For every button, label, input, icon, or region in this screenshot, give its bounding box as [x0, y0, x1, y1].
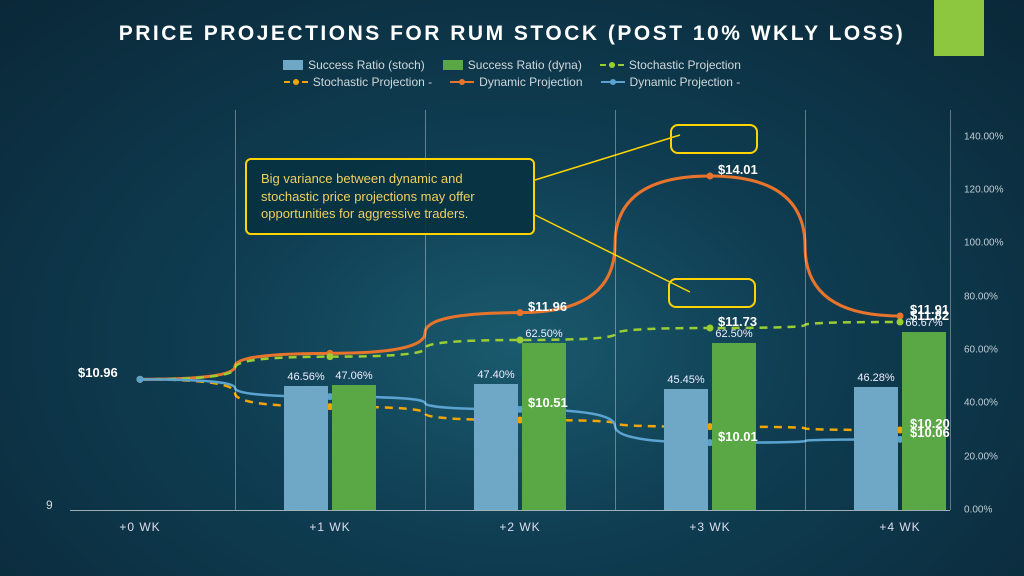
line-dynamic-projection-minus-marker: [137, 376, 144, 383]
highlight-box: [670, 124, 758, 154]
x-axis-label: +0 WK: [119, 520, 160, 534]
legend-line: [284, 81, 308, 83]
y-axis-right-labels: 0.00%20.00%40.00%60.00%80.00%100.00%120.…: [960, 110, 1020, 510]
legend-line: [601, 81, 625, 83]
legend-label: Stochastic Projection: [629, 58, 741, 72]
price-label: $10.96: [78, 365, 118, 380]
y-axis-right-label: 0.00%: [964, 505, 992, 516]
bar-label: 47.06%: [324, 370, 384, 382]
highlight-box: [668, 278, 756, 308]
bar-label: 45.45%: [656, 374, 716, 386]
price-label: $10.06: [910, 425, 950, 440]
legend-item: Dynamic Projection: [450, 75, 582, 89]
plot: 46.56%47.06%47.40%62.50%45.45%62.50%46.2…: [70, 110, 950, 510]
bar-label: 62.50%: [704, 328, 764, 340]
y-axis-right-label: 40.00%: [964, 398, 998, 409]
legend-item: Stochastic Projection: [600, 58, 741, 72]
bar-stoch: [284, 386, 328, 510]
y-axis-right-label: 60.00%: [964, 345, 998, 356]
bar-dyna: [712, 343, 756, 510]
legend-item: Dynamic Projection -: [601, 75, 741, 89]
price-label: $10.01: [718, 429, 758, 444]
bar-stoch: [854, 387, 898, 510]
legend-item: Success Ratio (stoch): [283, 58, 425, 72]
x-axis-labels: +0 WK +1 WK +2 WK +3 WK +4 WK: [70, 520, 950, 550]
line-dynamic-projection-marker: [517, 309, 524, 316]
price-label: $11.82: [910, 308, 949, 323]
x-axis-label: +4 WK: [879, 520, 920, 534]
legend-label: Stochastic Projection -: [313, 75, 432, 89]
y-axis-right-label: 140.00%: [964, 131, 1003, 142]
legend-label: Success Ratio (stoch): [308, 58, 425, 72]
price-label: $10.51: [528, 395, 568, 410]
line-stochastic-projection-marker: [327, 353, 334, 360]
x-axis-label: +1 WK: [309, 520, 350, 534]
baseline: [70, 510, 950, 511]
line-dynamic-projection-marker: [707, 173, 714, 180]
x-axis-label: +3 WK: [689, 520, 730, 534]
price-label: $11.96: [528, 299, 567, 314]
bar-label: 47.40%: [466, 369, 526, 381]
bar-stoch: [474, 384, 518, 510]
bar-label: 46.28%: [846, 372, 906, 384]
chart-title: PRICE PROJECTIONS FOR RUM STOCK (POST 10…: [0, 22, 1024, 46]
chart-plot-area: 46.56%47.06%47.40%62.50%45.45%62.50%46.2…: [70, 110, 950, 510]
bar-dyna: [522, 343, 566, 510]
y-axis-right-label: 80.00%: [964, 291, 998, 302]
legend-swatch: [283, 60, 303, 70]
callout-connector: [535, 215, 690, 292]
bar-dyna: [332, 385, 376, 510]
legend-item: Stochastic Projection -: [284, 75, 432, 89]
y-axis-right-label: 20.00%: [964, 451, 998, 462]
legend-label: Dynamic Projection: [479, 75, 582, 89]
price-label: $11.73: [718, 314, 757, 329]
legend-row: Stochastic Projection - Dynamic Projectio…: [284, 75, 740, 89]
legend-item: Success Ratio (dyna): [443, 58, 582, 72]
y-axis-origin-label: 9: [46, 498, 53, 512]
y-axis-right-label: 100.00%: [964, 238, 1003, 249]
gridline-vertical: [615, 110, 616, 510]
legend-row: Success Ratio (stoch) Success Ratio (dyna…: [283, 58, 741, 72]
x-axis-label: +2 WK: [499, 520, 540, 534]
legend: Success Ratio (stoch) Success Ratio (dyna…: [0, 58, 1024, 89]
gridline-vertical: [235, 110, 236, 510]
y-axis-right-label: 120.00%: [964, 185, 1003, 196]
gridline-vertical: [950, 110, 951, 510]
callout-connector: [535, 135, 680, 180]
legend-label: Success Ratio (dyna): [468, 58, 582, 72]
callout-box: Big variance between dynamic and stochas…: [245, 158, 535, 235]
legend-swatch: [443, 60, 463, 70]
legend-line: [450, 81, 474, 83]
gridline-vertical: [805, 110, 806, 510]
bar-stoch: [664, 389, 708, 510]
bar-label: 62.50%: [514, 328, 574, 340]
legend-line: [600, 64, 624, 66]
legend-label: Dynamic Projection -: [630, 75, 741, 89]
price-label: $14.01: [718, 162, 758, 177]
